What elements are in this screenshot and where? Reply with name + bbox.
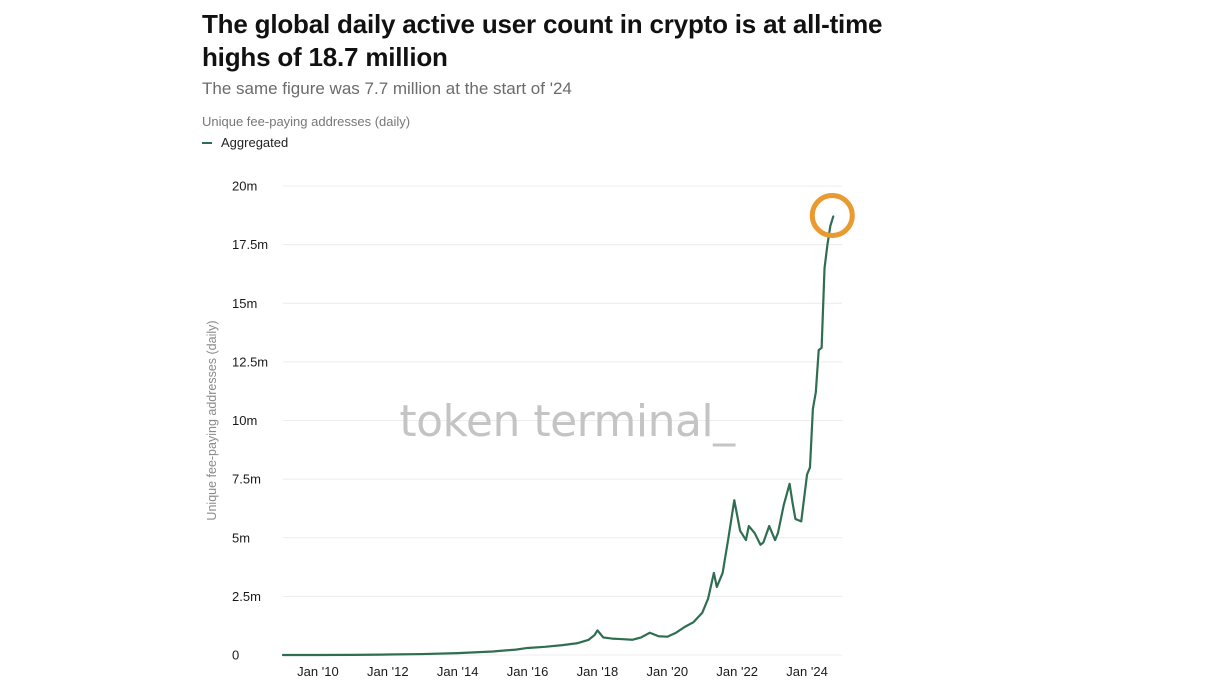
x-tick-label: Jan '10 bbox=[297, 664, 339, 679]
x-tick-label: Jan '14 bbox=[437, 664, 479, 679]
y-tick-label: 5m bbox=[232, 530, 250, 545]
annotation-layer bbox=[809, 192, 855, 238]
x-tick-label: Jan '12 bbox=[367, 664, 409, 679]
chart-header: The global daily active user count in cr… bbox=[202, 8, 902, 100]
y-tick-label: 10m bbox=[232, 413, 257, 428]
y-axis-title: Unique fee-paying addresses (daily) bbox=[205, 320, 219, 520]
chart-title: The global daily active user count in cr… bbox=[202, 9, 883, 72]
y-tick-label: 7.5m bbox=[232, 472, 261, 487]
y-tick-label: 0 bbox=[232, 648, 239, 663]
x-tick-label: Jan '16 bbox=[507, 664, 549, 679]
series-layer bbox=[281, 215, 835, 657]
series-line-aggregated bbox=[281, 215, 835, 657]
x-tick-label: Jan '24 bbox=[786, 664, 828, 679]
x-axis-ticks: Jan '10 Jan '12 Jan '14 Jan '16 Jan '18 Jan '… bbox=[297, 664, 828, 679]
legend-swatch bbox=[202, 141, 212, 144]
y-axis-ticks: 0 2.5m 5m 7.5m 10m 12.5m 15m 17.5m 20m bbox=[232, 179, 268, 663]
y-tick-label: 17.5m bbox=[232, 237, 268, 252]
y-tick-label: 15m bbox=[232, 296, 257, 311]
highlight-circle bbox=[809, 192, 855, 238]
y-tick-label: 2.5m bbox=[232, 589, 261, 604]
watermark-text: token terminal_ bbox=[399, 396, 736, 447]
y-tick-label: 12.5m bbox=[232, 354, 268, 369]
legend-label: Aggregated bbox=[221, 135, 289, 150]
x-tick-label: Jan '20 bbox=[647, 664, 689, 679]
grid-lines bbox=[283, 185, 842, 656]
legend[interactable]: Aggregated bbox=[202, 135, 288, 150]
metric-label: Unique fee-paying addresses (daily) bbox=[202, 114, 411, 129]
x-tick-label: Jan '22 bbox=[716, 664, 758, 679]
y-tick-label: 20m bbox=[232, 179, 257, 194]
chart-subtitle: The same figure was 7.7 million at the s… bbox=[202, 79, 572, 98]
x-tick-label: Jan '18 bbox=[577, 664, 619, 679]
